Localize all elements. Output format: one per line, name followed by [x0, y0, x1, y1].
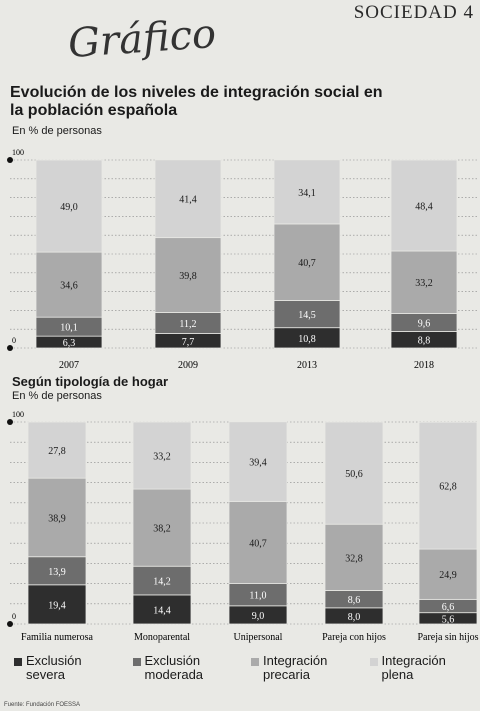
legend-label: Exclusión severa — [26, 653, 82, 682]
bar-segment — [390, 159, 458, 252]
data-label: 38,9 — [48, 513, 66, 524]
data-label: 49,0 — [60, 202, 78, 213]
handwritten-note: Gráfico — [66, 10, 218, 68]
data-label: 6,6 — [442, 602, 455, 613]
data-label: 40,7 — [249, 538, 267, 549]
bar-segment — [132, 421, 192, 490]
legend-item: Exclusión severa — [6, 654, 125, 692]
data-label: 34,1 — [298, 188, 316, 199]
axis-dot-bottom — [7, 345, 13, 351]
data-label: 14,5 — [298, 310, 316, 321]
legend-item: Exclusión moderada — [125, 654, 244, 692]
category-label: Pareja con hijos — [322, 632, 386, 643]
data-label: 8,6 — [348, 595, 361, 606]
axis-dot-top — [7, 419, 13, 425]
category-label: Unipersonal — [234, 632, 283, 643]
bar-segment — [390, 250, 458, 314]
y-tick-label: 100 — [12, 148, 24, 157]
data-label: 33,2 — [415, 278, 433, 289]
data-label: 6,3 — [63, 338, 76, 349]
data-label: 8,8 — [418, 336, 431, 347]
data-label: 19,4 — [48, 600, 66, 611]
y-tick-label: 0 — [12, 336, 16, 345]
legend-label: Integración plena — [381, 653, 446, 682]
data-label: 10,8 — [298, 334, 316, 345]
chart1-svg: 100 0 6,3 10,1 34,6 49,0 2007 7,7 11,2 39,8 41,4 20… — [7, 148, 478, 371]
bar-segment — [35, 159, 103, 253]
bar-segment — [132, 565, 192, 596]
data-label: 34,6 — [60, 281, 78, 292]
bar-segment — [27, 556, 87, 586]
data-label: 9,0 — [252, 611, 265, 622]
bar-segment — [35, 251, 103, 318]
data-label: 62,8 — [439, 482, 457, 493]
bar-segment — [132, 594, 192, 625]
bar-segment — [27, 477, 87, 558]
bar-segment — [27, 421, 87, 479]
data-label: 10,1 — [60, 323, 78, 334]
data-label: 32,8 — [345, 553, 363, 564]
data-label: 38,2 — [153, 524, 171, 535]
data-label: 11,2 — [179, 319, 196, 330]
bar-segment — [154, 159, 222, 239]
chart-title: Evolución de los niveles de integración … — [10, 84, 383, 119]
data-label: 13,9 — [48, 567, 66, 578]
chart2-title: Según tipología de hogar — [12, 374, 168, 389]
data-label: 39,8 — [179, 271, 197, 282]
data-label: 14,2 — [153, 577, 171, 588]
legend-swatch — [132, 658, 141, 666]
data-label: 5,6 — [442, 614, 455, 625]
chart2-svg: 100 0 19,4 13,9 38,9 27,8 Familia numerosa 14,4… — [7, 410, 479, 643]
source-note: Fuente: Fundación FOESSA — [4, 702, 81, 708]
bar-segment — [273, 223, 341, 301]
data-label: 9,6 — [418, 318, 431, 329]
axis-dot-bottom — [7, 621, 13, 627]
data-label: 39,4 — [249, 458, 267, 469]
category-label: 2009 — [178, 360, 198, 371]
data-label: 8,0 — [348, 612, 361, 623]
data-label: 40,7 — [298, 258, 316, 269]
bar-segment — [228, 500, 288, 584]
legend-item: Integración plena — [362, 654, 480, 692]
data-label: 24,9 — [439, 570, 457, 581]
bar-segment — [27, 584, 87, 625]
y-tick-label: 0 — [12, 612, 16, 621]
data-label: 11,0 — [249, 591, 266, 602]
legend-swatch — [369, 658, 378, 666]
category-label: 2018 — [414, 360, 434, 371]
legend-item: Integración precaria — [243, 654, 362, 692]
category-label: Monoparental — [134, 632, 190, 643]
data-label: 48,4 — [415, 201, 433, 212]
axis-dot-top — [7, 157, 13, 163]
category-label: 2013 — [297, 360, 317, 371]
bar-segment — [228, 421, 288, 502]
bar-segment — [324, 421, 384, 525]
section-header: SOCIEDAD 4 — [353, 2, 474, 23]
data-label: 41,4 — [179, 195, 197, 206]
bar-segment — [273, 300, 341, 329]
legend-label: Integración precaria — [263, 653, 328, 682]
legend-swatch — [14, 658, 22, 666]
data-label: 27,8 — [48, 446, 66, 457]
y-tick-label: 100 — [12, 410, 24, 419]
category-label: Familia numerosa — [21, 632, 93, 643]
legend-label: Exclusión moderada — [144, 653, 204, 682]
legend-swatch — [251, 658, 259, 666]
bar-segment — [418, 421, 478, 550]
data-label: 14,4 — [153, 605, 171, 616]
data-label: 7,7 — [182, 337, 195, 348]
chart2-unit-label: En % de personas — [12, 390, 102, 402]
data-label: 50,6 — [345, 469, 363, 480]
chart1-unit-label: En % de personas — [12, 125, 102, 137]
category-label: 2007 — [59, 360, 79, 371]
bar-segment — [418, 548, 478, 600]
category-label: Pareja sin hijos — [417, 632, 478, 643]
legend: Exclusión severa Exclusión moderada Integr… — [6, 654, 480, 692]
data-label: 33,2 — [153, 452, 171, 463]
bar-segment — [273, 159, 341, 225]
